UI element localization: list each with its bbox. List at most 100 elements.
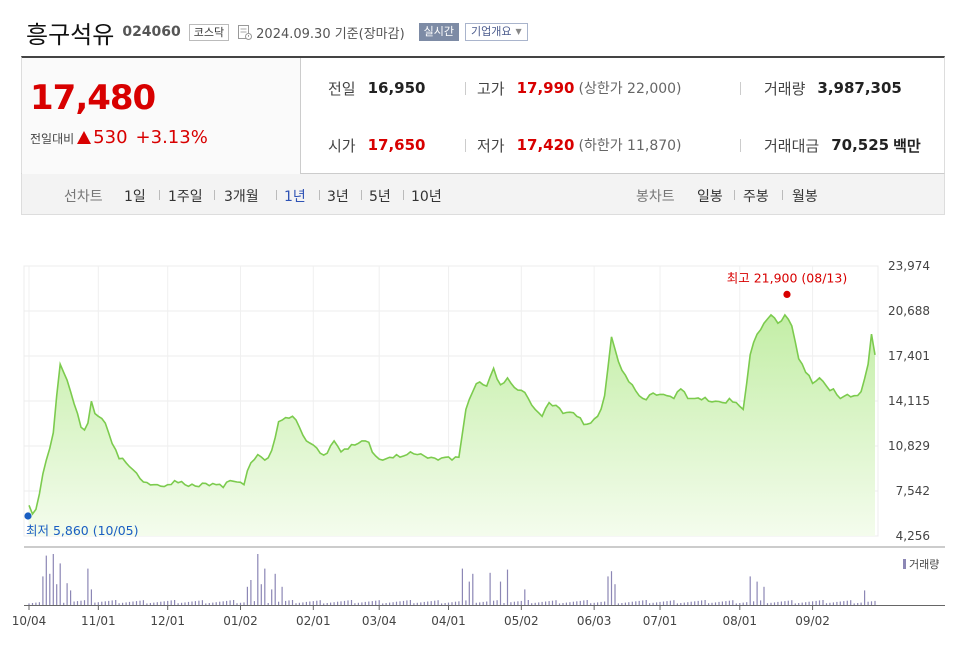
- volume-bar: [153, 602, 155, 605]
- volume-bar: [569, 602, 571, 605]
- tab-3m[interactable]: 3개월: [224, 189, 259, 205]
- volume-bar: [108, 600, 110, 605]
- divider: [403, 190, 404, 200]
- volume-bar: [382, 603, 384, 605]
- tab-1w[interactable]: 1주일: [168, 189, 203, 205]
- volume-bar: [513, 601, 515, 605]
- divider: [361, 190, 362, 200]
- volume-bar: [801, 602, 803, 605]
- volume-bar: [836, 601, 838, 605]
- tab-daily-candle[interactable]: 일봉: [697, 189, 723, 205]
- volume-bar: [649, 603, 651, 605]
- volume-bar: [257, 554, 259, 605]
- volume-legend-swatch: [903, 559, 906, 569]
- volume-bar: [222, 601, 224, 605]
- volume-bar: [714, 602, 717, 605]
- volume-bar: [576, 601, 578, 605]
- volume-bar: [423, 601, 425, 605]
- volume-bar: [527, 600, 529, 605]
- high-label: 최고 21,900 (08/13): [727, 270, 847, 285]
- volume-bar: [697, 600, 699, 605]
- volume-bar: [870, 601, 873, 605]
- volume-bar: [784, 601, 786, 605]
- volume-bar: [125, 602, 127, 605]
- volume-bar: [773, 602, 776, 605]
- volume-bar: [70, 590, 72, 605]
- volume-bar: [600, 601, 602, 605]
- metric-label: 전일: [328, 79, 356, 98]
- volume-bar: [326, 603, 328, 605]
- base-date: 2024.09.30 기준(장마감): [256, 26, 405, 42]
- corp-info-dropdown[interactable]: 기업개요 ▼: [465, 23, 528, 41]
- volume-bar: [260, 584, 262, 605]
- tab-5y[interactable]: 5년: [369, 189, 391, 205]
- volume-bar: [122, 602, 124, 605]
- volume-bar: [860, 602, 862, 605]
- x-tick-label: 07/01: [643, 614, 678, 628]
- x-tick-label: 06/03: [577, 614, 612, 628]
- volume-bar: [753, 601, 755, 605]
- tab-1d[interactable]: 1일: [124, 189, 146, 205]
- volume-bar: [780, 601, 782, 605]
- divider: [465, 82, 466, 95]
- volume-bar: [676, 603, 678, 605]
- volume-bar: [812, 601, 814, 605]
- volume-bar: [208, 603, 210, 605]
- volume-bar: [454, 601, 457, 605]
- volume-bar: [160, 601, 162, 605]
- volume-bar: [194, 601, 196, 605]
- volume-bar: [624, 602, 626, 605]
- tab-monthly-candle[interactable]: 월봉: [792, 189, 818, 205]
- volume-bar: [832, 602, 834, 605]
- quote-panel: 17,480 전일대비 530 +3.13% 전일 16,950 고가 17,9…: [21, 56, 945, 174]
- volume-bar: [503, 603, 505, 605]
- price-area: [28, 313, 876, 536]
- realtime-button[interactable]: 실시간: [418, 23, 460, 41]
- tab-1y[interactable]: 1년: [284, 189, 306, 205]
- volume-bar: [818, 600, 821, 605]
- volume-bar: [662, 601, 665, 605]
- metric-value: 17,650: [367, 136, 426, 154]
- volume-bar: [49, 573, 51, 605]
- volume-bar: [597, 602, 599, 605]
- volume-bar: [583, 600, 585, 605]
- volume-bar: [545, 601, 547, 605]
- metric-label: 시가: [328, 136, 356, 155]
- volume-bar: [708, 603, 710, 605]
- volume-bar: [104, 601, 106, 605]
- volume-bar: [850, 600, 852, 605]
- volume-bar: [680, 603, 682, 605]
- change-row: 전일대비 530 +3.13%: [30, 127, 208, 148]
- volume-bar: [687, 602, 689, 605]
- volume-bar: [638, 600, 640, 605]
- volume-bar: [337, 601, 339, 605]
- volume-bar: [694, 601, 696, 605]
- volume-bar: [267, 603, 269, 605]
- volume-bar: [347, 600, 349, 605]
- volume-bar: [562, 603, 564, 605]
- corp-info-label: 기업개요: [471, 25, 512, 38]
- tab-3y[interactable]: 3년: [327, 189, 349, 205]
- volume-bar: [538, 602, 540, 605]
- upper-limit: (상한가 22,000): [578, 81, 682, 97]
- tab-10y[interactable]: 10년: [411, 189, 442, 205]
- volume-bar: [839, 601, 841, 605]
- chart-annotations: 최고 21,900 (08/13) 최저 5,860 (10/05): [24, 270, 847, 538]
- tab-weekly-candle[interactable]: 주봉: [743, 189, 769, 205]
- volume-bar: [656, 602, 658, 605]
- caret-down-icon: ▼: [515, 27, 522, 36]
- volume-bar: [392, 602, 394, 605]
- volume-bar: [361, 602, 363, 605]
- x-tick-label: 01/02: [223, 614, 258, 628]
- volume-bar: [746, 602, 748, 605]
- volume-bar: [645, 600, 647, 605]
- volume-bar: [274, 573, 276, 605]
- volume-bar: [142, 600, 144, 605]
- volume-bar: [461, 568, 463, 605]
- volume-bar: [323, 603, 325, 605]
- divider: [214, 190, 215, 200]
- volume-bar: [389, 602, 391, 605]
- metric-value: 17,420: [516, 136, 575, 154]
- volume-bar: [288, 600, 290, 605]
- y-tick-label: 20,688: [888, 304, 930, 318]
